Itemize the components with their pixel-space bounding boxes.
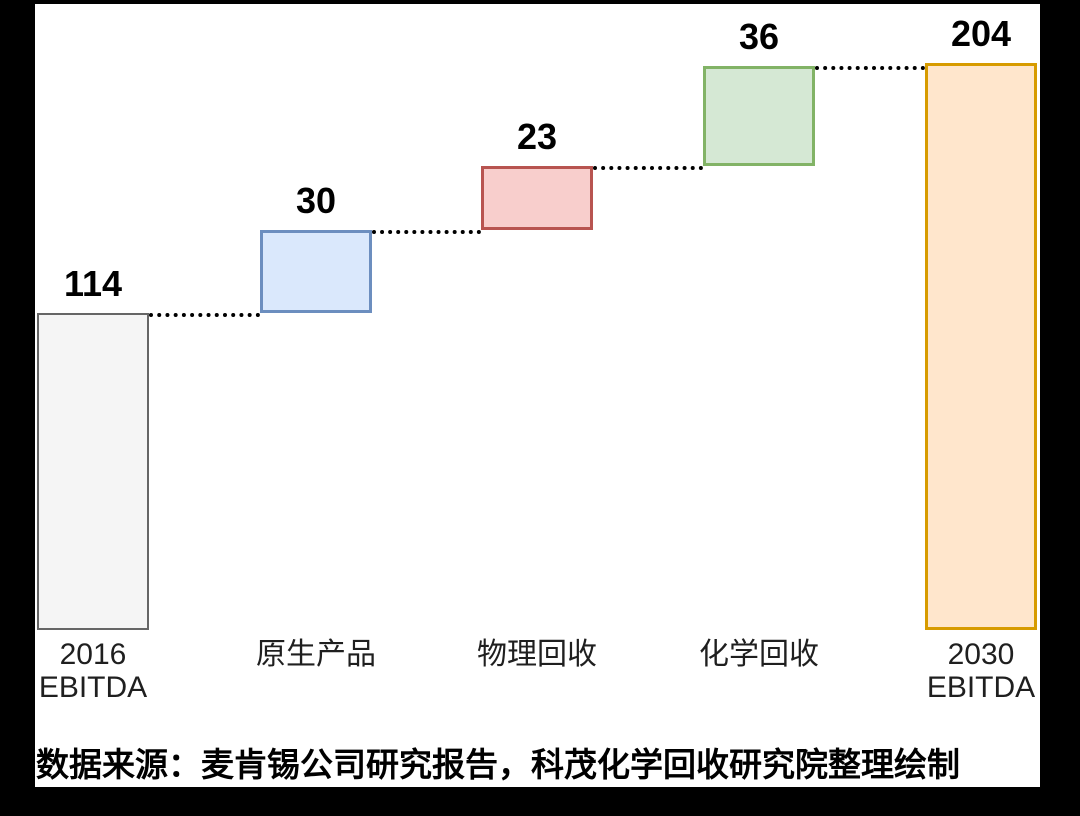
bar-value-label-2: 23	[516, 115, 558, 157]
chart-canvas: 114 2016 EBITDA 30 原生产品 23 物理回收 36 化学回收 204 2030 EB…	[35, 4, 1040, 787]
source-note: 数据来源：麦肯锡公司研究报告，科茂化学回收研究院整理绘制	[36, 746, 960, 783]
axis-category-label-2: 物理回收	[477, 638, 597, 671]
axis-category-line: 原生产品	[256, 638, 376, 671]
bar-value-label-0: 114	[63, 263, 123, 305]
waterfall-bar-2	[481, 165, 593, 230]
axis-category-label-0: 2016 EBITDA	[39, 638, 147, 704]
waterfall-bar-3	[703, 65, 815, 166]
waterfall-plot: 114 2016 EBITDA 30 原生产品 23 物理回收 36 化学回收 204 2030 EB…	[35, 4, 1040, 787]
axis-category-line: 2030	[947, 638, 1015, 671]
axis-category-label-4: 2030 EBITDA	[927, 638, 1035, 704]
axis-category-line: 化学回收	[699, 638, 819, 671]
waterfall-bar-1	[260, 229, 372, 314]
axis-category-label-1: 原生产品	[256, 638, 376, 671]
bar-value-label-3: 36	[738, 15, 780, 57]
connector-dotted-line-0	[149, 313, 260, 318]
connector-dotted-line-3	[815, 65, 925, 70]
axis-category-line: 物理回收	[477, 638, 597, 671]
bar-value-label-4: 204	[950, 12, 1012, 54]
waterfall-bar-0	[37, 313, 149, 630]
waterfall-bar-4	[925, 62, 1037, 630]
axis-category-label-3: 化学回收	[699, 638, 819, 671]
connector-dotted-line-1	[372, 229, 481, 234]
axis-category-line: EBITDA	[926, 671, 1036, 704]
connector-dotted-line-2	[593, 165, 703, 170]
axis-category-line: EBITDA	[38, 671, 148, 704]
axis-category-line: 2016	[59, 638, 127, 671]
bar-value-label-1: 30	[295, 179, 337, 221]
